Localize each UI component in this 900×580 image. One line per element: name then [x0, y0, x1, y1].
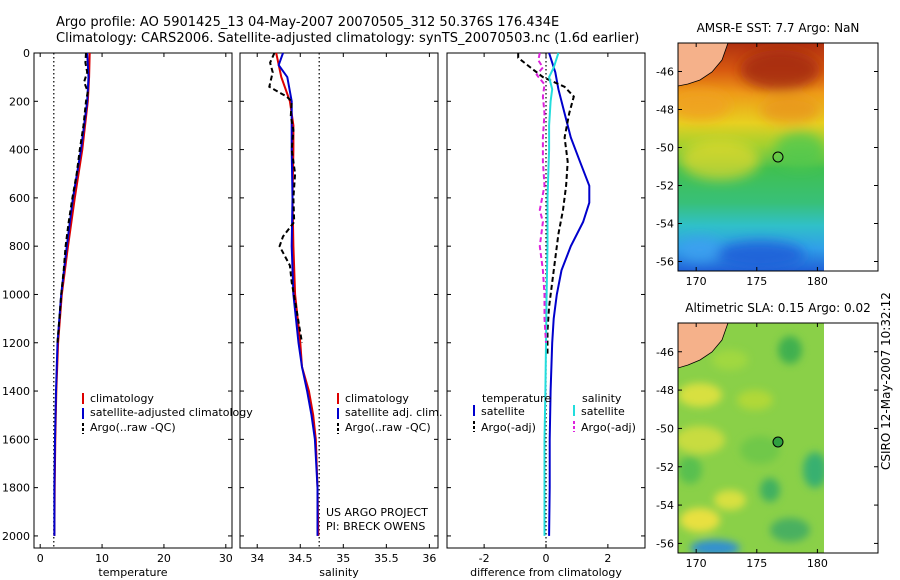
- sst-xtick-label: 180: [807, 275, 828, 288]
- sal-xtick-label: 35: [336, 552, 350, 565]
- depth-tick-label: 600: [9, 192, 30, 205]
- depth-tick-label: 200: [9, 95, 30, 108]
- sal-series-2: [268, 52, 303, 343]
- sla-ytick-label: -50: [656, 422, 674, 435]
- temp-xtick-label: 20: [157, 552, 171, 565]
- sal-series-1: [277, 52, 319, 536]
- sst-xtick-label: 170: [686, 275, 707, 288]
- legend-diff-sal-satellite: satellite: [581, 405, 625, 418]
- sst-map: 170 175 180 -46 -48 -50 -52 -54 -56: [656, 42, 879, 288]
- depth-tick-label: 1000: [2, 288, 30, 301]
- temp-xtick-label: 30: [219, 552, 233, 565]
- legend-diff-title-temperature: temperature: [482, 392, 551, 405]
- diff-xtick-label: 0: [543, 552, 550, 565]
- sst-ytick-label: -56: [656, 256, 674, 269]
- salinity-panel: 34 34.5 35 35.5 36 salinity: [239, 52, 439, 579]
- sal-xtick-label: 35.5: [374, 552, 399, 565]
- diff-series-3: [535, 52, 547, 343]
- sla-argo-marker: [772, 436, 784, 448]
- legend-diff-temp-satellite: satellite: [481, 405, 525, 418]
- depth-tick-label: 1400: [2, 385, 30, 398]
- project-note-1: US ARGO PROJECT: [326, 506, 428, 519]
- depth-tick-label: 400: [9, 144, 30, 157]
- sst-map-title: AMSR-E SST: 7.7 Argo: NaN: [697, 21, 860, 35]
- sal-xtick-label: 34: [250, 552, 264, 565]
- salinity-legend: climatology satellite adj. clim. Argo(..…: [337, 392, 442, 434]
- legend-diff-title-salinity: salinity: [582, 392, 622, 405]
- legend-diff-sal-argo: Argo(-adj): [581, 421, 636, 434]
- header-line1: Argo profile: AO 5901425_13 04-May-2007 …: [56, 15, 559, 30]
- depth-tick-label: 1600: [2, 433, 30, 446]
- sla-xtick-label: 170: [686, 557, 707, 570]
- temp-xlabel: temperature: [98, 566, 167, 579]
- sla-ytick-label: -46: [656, 346, 674, 359]
- diff-xlabel: difference from climatology: [470, 566, 622, 579]
- sal-series-0: [275, 52, 320, 536]
- legend-diff-temp-argo: Argo(-adj): [481, 421, 536, 434]
- sal-frame: [239, 52, 439, 549]
- legend-sal-argo: Argo(..raw -QC): [345, 421, 431, 434]
- diff-series-2: [543, 52, 560, 536]
- depth-tick-label: 800: [9, 240, 30, 253]
- sst-ytick-label: -48: [656, 104, 674, 117]
- temp-series-2: [56, 52, 89, 343]
- diff-xtick-label: -2: [479, 552, 490, 565]
- depth-tick-label: 0: [23, 47, 30, 60]
- sla-xtick-label: 180: [807, 557, 828, 570]
- sal-xtick-label: 36: [422, 552, 436, 565]
- depth-tick-label: 1800: [2, 482, 30, 495]
- sla-ytick-label: -48: [656, 384, 674, 397]
- sst-ytick-label: -54: [656, 218, 674, 231]
- temp-frame: [33, 52, 233, 549]
- side-label: CSIRO 12-May-2007 10:32:12: [879, 292, 893, 470]
- legend-sal-climatology: climatology: [345, 392, 409, 405]
- difference-legend: temperature salinity satellite Argo(-adj…: [473, 392, 636, 434]
- sla-ytick-label: -54: [656, 499, 674, 512]
- sal-xtick-label: 34.5: [288, 552, 313, 565]
- sla-xtick-label: 175: [746, 557, 767, 570]
- temp-xtick-label: 0: [37, 552, 44, 565]
- temperature-panel: 0 10 20 30 0 200 400 600 800 1000 1200 1400 1600 1800…: [2, 47, 233, 579]
- project-note-2: PI: BRECK OWENS: [326, 520, 425, 533]
- sst-ytick-label: -50: [656, 142, 674, 155]
- sla-land: [678, 323, 729, 369]
- depth-tick-label: 1200: [2, 337, 30, 350]
- legend-temp-argo: Argo(..raw -QC): [90, 421, 176, 434]
- sst-land: [678, 43, 729, 87]
- diff-series-0: [548, 52, 591, 536]
- sla-ytick-label: -56: [656, 537, 674, 550]
- sst-argo-marker: [772, 151, 784, 163]
- depth-tick-label: 2000: [2, 530, 30, 543]
- sst-xtick-label: 175: [746, 275, 767, 288]
- temp-xtick-label: 10: [95, 552, 109, 565]
- diff-xtick-label: 2: [604, 552, 611, 565]
- legend-sal-satellite: satellite adj. clim.: [345, 406, 442, 419]
- legend-temp-climatology: climatology: [90, 392, 154, 405]
- sst-ytick-label: -46: [656, 66, 674, 79]
- sla-ytick-label: -52: [656, 461, 674, 474]
- sla-map: 170 175 180 -46 -48 -50 -52 -54 -56: [656, 322, 879, 570]
- sst-ytick-label: -52: [656, 180, 674, 193]
- header-line2: Climatology: CARS2006. Satellite-adjuste…: [56, 31, 639, 46]
- legend-temp-satellite: satellite-adjusted climatology: [90, 406, 253, 419]
- diff-series-1: [517, 53, 575, 355]
- sal-xlabel: salinity: [319, 566, 359, 579]
- sla-map-title: Altimetric SLA: 0.15 Argo: 0.02: [685, 301, 870, 315]
- temperature-legend: climatology satellite-adjusted climatolo…: [82, 392, 253, 434]
